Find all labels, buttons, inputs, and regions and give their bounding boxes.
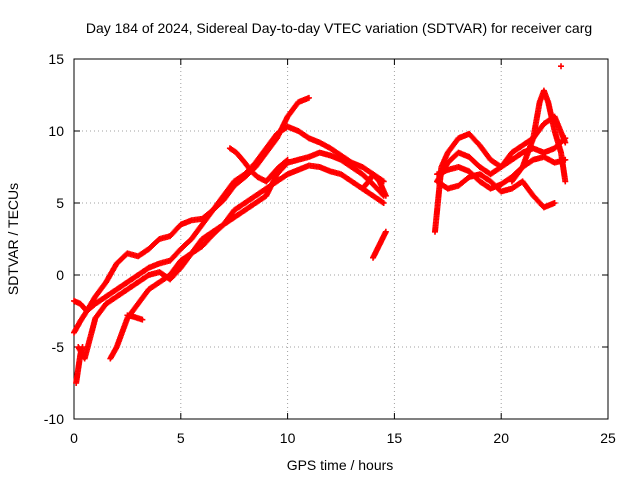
- data-point: [305, 94, 312, 101]
- plot-frame: [73, 58, 609, 420]
- grid: [74, 59, 608, 419]
- y-tick-label: -5: [52, 339, 65, 355]
- data-point: [79, 344, 86, 350]
- x-tick-label: 0: [70, 430, 78, 446]
- y-tick-label: -10: [44, 411, 64, 427]
- data-point: [562, 139, 569, 146]
- data-point: [562, 178, 569, 185]
- data-point: [382, 192, 389, 199]
- x-axis-label: GPS time / hours: [287, 457, 394, 473]
- series-track-7: [124, 312, 146, 323]
- series-track-5: [226, 145, 291, 185]
- series-track-2: [71, 123, 387, 314]
- x-tick-label: 10: [280, 430, 296, 446]
- x-tick-label: 15: [387, 430, 403, 446]
- series-track-1: [71, 94, 312, 336]
- data-point: [382, 228, 389, 235]
- series-track-9: [370, 228, 389, 261]
- data-point: [284, 156, 291, 163]
- x-tick-label: 25: [600, 430, 616, 446]
- data-points: [71, 63, 569, 386]
- y-tick-label: 15: [48, 51, 64, 67]
- y-tick-label: 10: [48, 123, 64, 139]
- series-track-14: [508, 87, 569, 185]
- data-point: [380, 200, 387, 206]
- data-point: [139, 316, 146, 323]
- series-track-6: [73, 344, 86, 386]
- y-tick-label: 0: [56, 267, 64, 283]
- chart-title: Day 184 of 2024, Sidereal Day-to-day VTE…: [86, 20, 592, 36]
- series-track-15: [558, 63, 565, 70]
- x-tick-label: 5: [177, 430, 185, 446]
- data-point: [558, 63, 565, 70]
- series-track-4: [107, 162, 387, 362]
- series-track-8: [359, 171, 389, 199]
- axis-ticks: 0 5 10 15 20 25 -10 -5 0 5 10 15: [44, 51, 616, 446]
- x-tick-label: 20: [493, 430, 509, 446]
- y-axis-label: SDTVAR / TECUs: [5, 183, 21, 295]
- y-tick-label: 5: [56, 195, 64, 211]
- data-point: [551, 200, 558, 206]
- series-track-13: [434, 171, 558, 211]
